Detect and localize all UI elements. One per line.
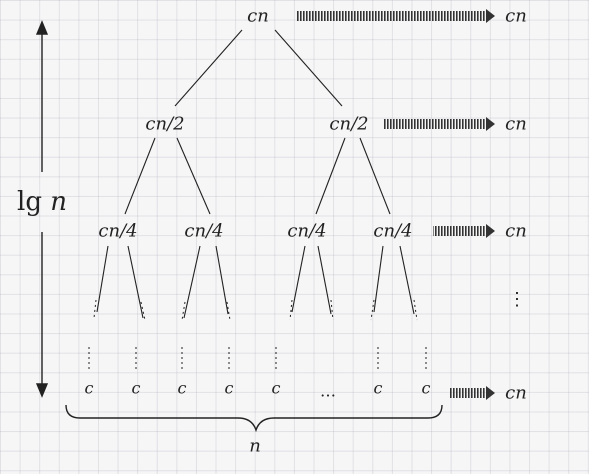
- level2-node-2: cn/4: [184, 220, 224, 242]
- leaf-node: c: [224, 378, 234, 398]
- height-arrow: [35, 20, 49, 398]
- leaf-node: c: [373, 378, 383, 398]
- vertical-ellipsis: ⋮: [508, 289, 526, 310]
- leaf-ellipsis: …: [320, 381, 336, 401]
- leaf-node: c: [177, 378, 187, 398]
- level-cost-0: cn: [505, 5, 527, 27]
- edge-l2-8: [399, 245, 415, 315]
- edge-l2-2: [127, 245, 144, 319]
- edge-l2-6: [317, 245, 332, 315]
- edge-root-right: [274, 29, 343, 107]
- edge-l2-3: [183, 245, 201, 319]
- edge-l1b-right: [359, 137, 391, 215]
- edge-l2-1: [96, 245, 109, 313]
- width-brace: [65, 404, 443, 433]
- level2-node-1: cn/4: [98, 220, 138, 242]
- level-cost-1: cn: [505, 113, 527, 135]
- leaf-node: c: [271, 378, 281, 398]
- edge-l1a-left: [124, 137, 156, 215]
- level2-node-3: cn/4: [287, 220, 327, 242]
- leaf-node: c: [131, 378, 141, 398]
- edge-l2-5: [291, 245, 306, 313]
- level2-node-4: cn/4: [373, 220, 413, 242]
- edge-l2-4: [215, 245, 229, 315]
- edge-root-left: [174, 29, 243, 107]
- leaf-node: c: [421, 378, 431, 398]
- leaf-node: c: [84, 378, 94, 398]
- height-label: lg n: [17, 187, 67, 217]
- height-label-prefix: lg: [17, 187, 42, 217]
- edge-l1b-left: [315, 137, 346, 215]
- height-label-var: n: [50, 187, 67, 217]
- level1-node-left: cn/2: [145, 113, 185, 135]
- cost-arrows: [296, 9, 495, 400]
- level-cost-leaves: cn: [505, 382, 527, 404]
- level-cost-2: cn: [505, 220, 527, 242]
- root-node: cn: [247, 5, 269, 27]
- edge-l1a-right: [176, 137, 211, 215]
- level1-node-right: cn/2: [329, 113, 369, 135]
- edge-l2-7: [373, 245, 384, 313]
- width-label: n: [249, 435, 261, 457]
